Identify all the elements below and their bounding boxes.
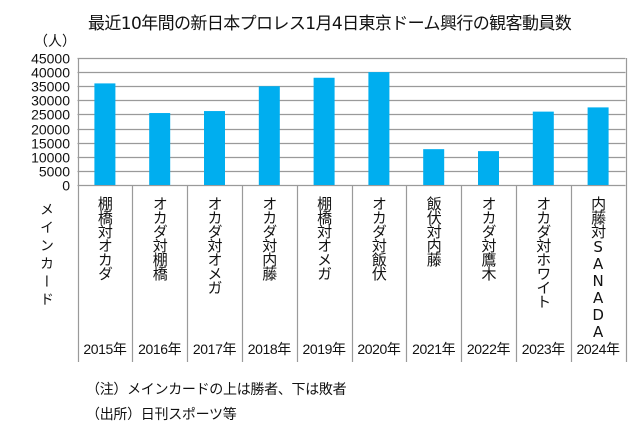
main-card-label-2017年: オカダ対オメガ	[205, 196, 224, 294]
source-text: （出所）日刊スポーツ等	[86, 407, 237, 423]
notes: （注）メインカードの上は勝者、下は敗者 （出所）日刊スポーツ等	[86, 378, 347, 428]
x-tick-label: 2022年	[466, 341, 511, 357]
y-tick-label: 0	[62, 178, 70, 194]
main-card-label-2024年: 内藤対SANADA	[589, 196, 608, 340]
bar-2022年	[478, 151, 499, 185]
bar-2020年	[368, 72, 390, 185]
y-axis-unit: （人）	[34, 34, 76, 50]
bar-2019年	[313, 77, 335, 185]
x-tick-label: 2020年	[357, 341, 401, 357]
main-card-label-2022年: オカダ対鷹木	[479, 196, 498, 280]
main-card-label-2020年: オカダ対飯伏	[369, 196, 388, 280]
bar-2017年	[204, 111, 225, 185]
y-tick-label: 15000	[31, 136, 70, 152]
y-tick-label: 10000	[31, 150, 70, 166]
bar-2024年	[587, 107, 609, 185]
bar-2021年	[423, 149, 445, 185]
bar-2015年	[94, 83, 116, 185]
main-card-label-2023年: オカダ対ホワイト	[534, 196, 553, 308]
x-tick-label: 2015年	[83, 341, 127, 357]
y-tick-label: 45000	[31, 51, 70, 67]
note-text: （注）メインカードの上は勝者、下は敗者	[86, 382, 347, 398]
x-tick-label: 2017年	[192, 341, 237, 357]
bar-2016年	[149, 113, 171, 185]
x-tick-label: 2021年	[412, 341, 456, 357]
y-tick-label: 35000	[31, 79, 70, 95]
y-tick-label: 25000	[31, 107, 70, 123]
chart-title: 最近10年間の新日本プロレス1月4日東京ドーム興行の観客動員数	[88, 14, 572, 34]
y-tick-label: 40000	[31, 65, 70, 81]
main-card-label-2015年: 棚橋対オカダ	[95, 196, 114, 280]
bar-2018年	[258, 86, 280, 185]
main-card-label: メインカード	[38, 202, 54, 310]
main-card-label-2021年: 飯伏対内藤	[424, 196, 443, 266]
main-card-label-2019年: 棚橋対オメガ	[315, 196, 334, 280]
x-axis-row-label: メインカード	[36, 202, 54, 316]
main-card-label-2018年: オカダ対内藤	[260, 196, 279, 280]
main-card-label-2016年: オカダ対棚橋	[150, 196, 169, 280]
x-tick-label: 2024年	[576, 341, 621, 357]
y-tick-label: 30000	[31, 93, 70, 109]
bar-2023年	[532, 111, 554, 185]
x-tick-label: 2016年	[138, 341, 182, 357]
y-tick-label: 5000	[39, 164, 70, 180]
x-tick-label: 2019年	[302, 341, 347, 357]
x-tick-label: 2018年	[247, 341, 292, 357]
y-tick-label: 20000	[31, 122, 70, 138]
x-tick-label: 2023年	[521, 341, 566, 357]
